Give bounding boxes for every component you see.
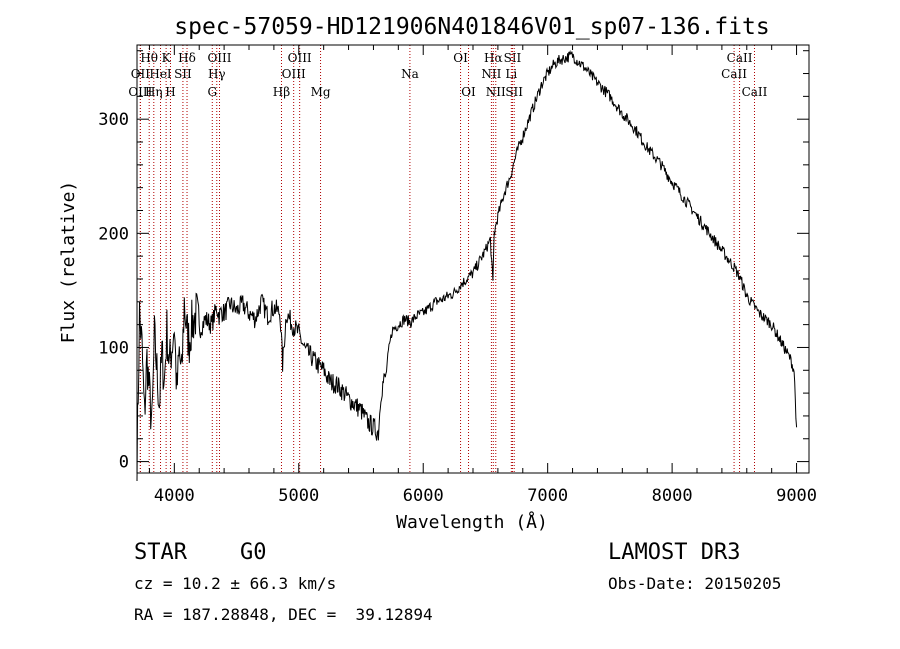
spectral-line-label: OIII	[207, 51, 231, 65]
spectral-line-label: Li	[505, 67, 517, 81]
spectral-line-label: SII	[174, 67, 192, 81]
object-subclass: G0	[240, 540, 267, 565]
y-tick-label: 300	[98, 110, 129, 130]
spectral-line-label: OIII	[282, 67, 306, 81]
x-tick-label: 4000	[154, 486, 195, 506]
y-axis-label: Flux (relative)	[58, 181, 79, 344]
spectral-line-label: OI	[453, 51, 468, 65]
spectral-line-label: Hβ	[273, 85, 290, 99]
spectral-line-label: SII	[505, 85, 523, 99]
x-tick-label: 9000	[776, 486, 817, 506]
spectral-lines: HθOIIOIIIKHeIHηHδSIIHOIIIHγGOIIIOIIIHβMg…	[128, 45, 768, 473]
spectral-line-label: Na	[401, 67, 419, 81]
spectral-line-label: CaII	[742, 85, 768, 99]
spectral-line-label: CaII	[727, 51, 753, 65]
redshift-text: cz = 10.2 ± 66.3 km/s	[134, 574, 337, 593]
spectral-line-label: NII	[481, 67, 501, 81]
obs-date: Obs-Date: 20150205	[608, 574, 782, 593]
spectral-line-label: H	[165, 85, 175, 99]
spectral-line-label: Hδ	[178, 51, 196, 65]
chart-title: spec-57059-HD121906N401846V01_sp07-136.f…	[174, 14, 769, 40]
y-tick-label: 0	[119, 453, 129, 473]
spectral-line-label: CaII	[721, 67, 747, 81]
x-axis-label: Wavelength (Å)	[396, 511, 548, 533]
x-tick-label: 8000	[652, 486, 693, 506]
y-tick-label: 200	[98, 224, 129, 244]
spectral-line-label: OIII	[288, 51, 312, 65]
spectral-line-label: NII	[486, 85, 506, 99]
spectral-line-label: Hα	[484, 51, 503, 65]
x-tick-label: 5000	[278, 486, 319, 506]
plot-frame	[136, 44, 810, 474]
survey-label: LAMOST DR3	[608, 540, 741, 565]
spectral-line-label: Hθ	[140, 51, 158, 65]
spectral-line-label: OI	[461, 85, 476, 99]
spectral-line-label: HeI	[149, 67, 172, 81]
x-tick-label: 6000	[403, 486, 444, 506]
object-type: STAR	[134, 540, 187, 565]
spectral-line-label: Hγ	[208, 67, 226, 81]
spectrum-series-line	[136, 49, 798, 482]
spectral-line-label: Hη	[145, 85, 163, 99]
y-axis: 0 100 200 300	[98, 50, 809, 473]
x-tick-label: 7000	[527, 486, 568, 506]
spectral-line-label: OIII	[128, 85, 152, 99]
spectral-line-label: SII	[504, 51, 522, 65]
x-axis: 4000 5000 6000 7000 8000 9000	[148, 45, 817, 506]
spectral-line-label: K	[162, 51, 172, 65]
y-tick-label: 100	[98, 338, 129, 358]
spectral-line-label: Mg	[311, 85, 331, 99]
coordinates: RA = 187.28848, DEC = 39.12894	[134, 605, 433, 624]
spectral-line-label: G	[207, 85, 217, 99]
